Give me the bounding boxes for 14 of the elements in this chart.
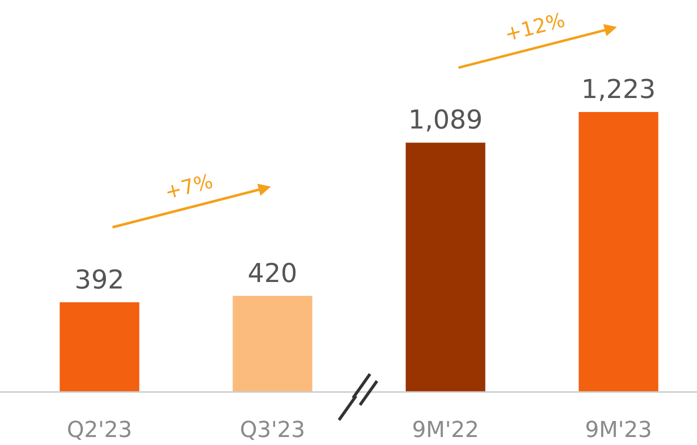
data-label: 420 (248, 258, 298, 289)
data-label: 392 (74, 265, 124, 296)
bar (60, 302, 140, 392)
data-label: 1,089 (408, 106, 483, 136)
bar (578, 112, 658, 392)
annotation: +7% (162, 168, 216, 204)
bar (406, 142, 486, 392)
x-tick-label: 9M'23 (584, 418, 652, 443)
x-tick-label: Q3'23 (240, 418, 306, 443)
x-tick-label: 9M'22 (412, 418, 480, 443)
text: +12% (502, 8, 568, 46)
data-label: 1,223 (581, 75, 656, 105)
x-tick-label: Q2'23 (66, 418, 132, 443)
bar (232, 296, 312, 392)
